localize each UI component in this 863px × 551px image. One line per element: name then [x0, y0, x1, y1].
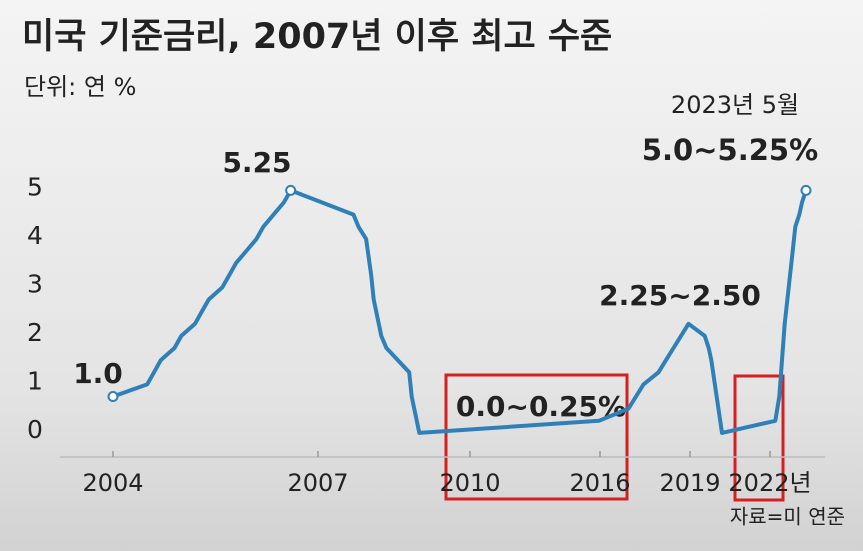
point-marker — [285, 184, 297, 196]
chart-subtitle: 단위: 연 % — [24, 73, 136, 101]
y-tick-label: 3 — [27, 270, 43, 299]
rate-line — [112, 188, 808, 435]
annotation: 1.0 — [73, 357, 123, 390]
y-tick-label: 1 — [27, 367, 43, 396]
annotation: 2.25~2.50 — [599, 279, 761, 312]
highlight-box — [444, 373, 629, 501]
y-tick-label: 0 — [27, 415, 43, 444]
x-tick-label: 2016 — [569, 469, 630, 497]
point-marker — [107, 391, 119, 402]
point-marker — [800, 184, 812, 196]
annotation: 5.25 — [222, 146, 291, 179]
y-tick-label: 5 — [27, 173, 43, 202]
x-tick-label: 2010 — [439, 469, 500, 497]
annotation: 5.0~5.25% — [642, 133, 818, 167]
source: 자료=미 연준 — [730, 505, 845, 529]
x-tick-label: 2007 — [287, 469, 348, 497]
x-tick-label: 2019 — [659, 469, 720, 497]
annotation: 0.0~0.25% — [456, 390, 626, 423]
y-tick-label: 4 — [27, 221, 43, 250]
y-tick-label: 2 — [27, 318, 43, 347]
annotation: 2023년 5월 — [671, 91, 799, 119]
highlight-box — [733, 374, 785, 502]
x-tick-label: 2004 — [82, 469, 143, 497]
x-tick-label: 2022년 — [728, 469, 811, 497]
chart-title: 미국 기준금리, 2007년 이후 최고 수준 — [22, 17, 612, 57]
